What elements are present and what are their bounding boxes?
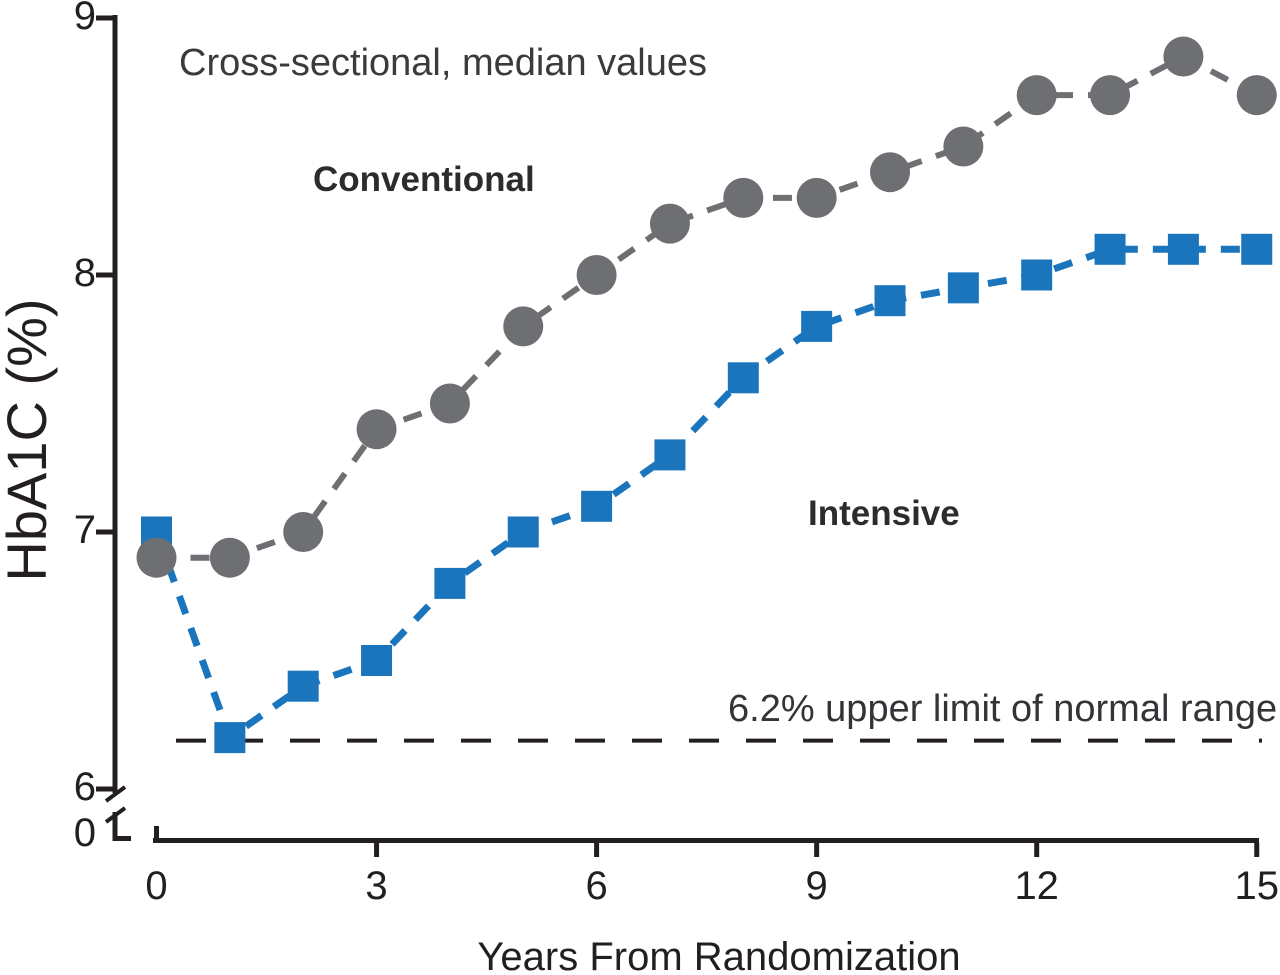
point-intensive-year-6 bbox=[581, 490, 613, 522]
y-tick-label-9: 9 bbox=[73, 0, 96, 38]
x-tick-label-6: 6 bbox=[585, 864, 608, 908]
point-conventional-year-5 bbox=[503, 306, 544, 347]
point-conventional-year-6 bbox=[576, 255, 617, 295]
y-axis-break-mark-upper bbox=[104, 785, 127, 803]
point-conventional-year-2 bbox=[283, 512, 324, 552]
point-intensive-year-12 bbox=[1021, 259, 1053, 291]
x-tick-label-9: 9 bbox=[805, 864, 828, 908]
point-intensive-year-4 bbox=[434, 567, 466, 599]
point-conventional-year-15 bbox=[1236, 75, 1277, 116]
x-tick-label-12: 12 bbox=[1014, 864, 1059, 908]
point-intensive-year-13 bbox=[1094, 233, 1126, 265]
point-conventional-year-4 bbox=[429, 383, 470, 424]
point-conventional-year-12 bbox=[1016, 75, 1057, 116]
point-intensive-year-2 bbox=[287, 670, 319, 702]
point-conventional-year-11 bbox=[943, 126, 984, 167]
point-intensive-year-14 bbox=[1167, 233, 1199, 265]
point-intensive-year-11 bbox=[947, 272, 979, 304]
point-conventional-year-10 bbox=[870, 152, 910, 193]
point-conventional-year-7 bbox=[649, 203, 690, 244]
point-intensive-year-5 bbox=[507, 516, 539, 548]
point-conventional-year-0 bbox=[136, 537, 177, 578]
point-intensive-year-7 bbox=[654, 439, 686, 471]
point-intensive-year-8 bbox=[727, 362, 759, 394]
point-intensive-year-10 bbox=[874, 285, 906, 317]
point-intensive-year-3 bbox=[361, 645, 393, 676]
chart-subtitle: Cross-sectional, median values bbox=[179, 42, 708, 84]
series-line-intensive bbox=[153, 245, 1257, 744]
y-tick-label-0: 0 bbox=[73, 811, 96, 855]
point-intensive-year-15 bbox=[1241, 233, 1273, 265]
y-tick-label-7: 7 bbox=[73, 508, 96, 552]
conventional-series-label: Conventional bbox=[313, 160, 535, 199]
x-tick-label-3: 3 bbox=[365, 864, 388, 908]
point-conventional-year-8 bbox=[723, 177, 764, 218]
point-intensive-year-9 bbox=[801, 310, 833, 342]
y-tick-label-8: 8 bbox=[73, 251, 96, 295]
series-line-conventional bbox=[156, 53, 1259, 561]
x-tick-label-0: 0 bbox=[145, 864, 168, 908]
point-conventional-year-14 bbox=[1163, 36, 1204, 77]
y-tick-label-6: 6 bbox=[73, 765, 96, 809]
point-intensive-year-1 bbox=[214, 722, 246, 754]
point-conventional-year-9 bbox=[796, 177, 837, 218]
point-conventional-year-13 bbox=[1090, 75, 1131, 116]
point-conventional-year-1 bbox=[209, 537, 250, 578]
point-conventional-year-3 bbox=[356, 409, 397, 450]
x-axis-title: Years From Randomization bbox=[477, 935, 961, 975]
x-tick-label-15: 15 bbox=[1234, 864, 1280, 908]
reference-line-label: 6.2% upper limit of normal range bbox=[728, 688, 1278, 730]
intensive-series-label: Intensive bbox=[808, 494, 960, 533]
